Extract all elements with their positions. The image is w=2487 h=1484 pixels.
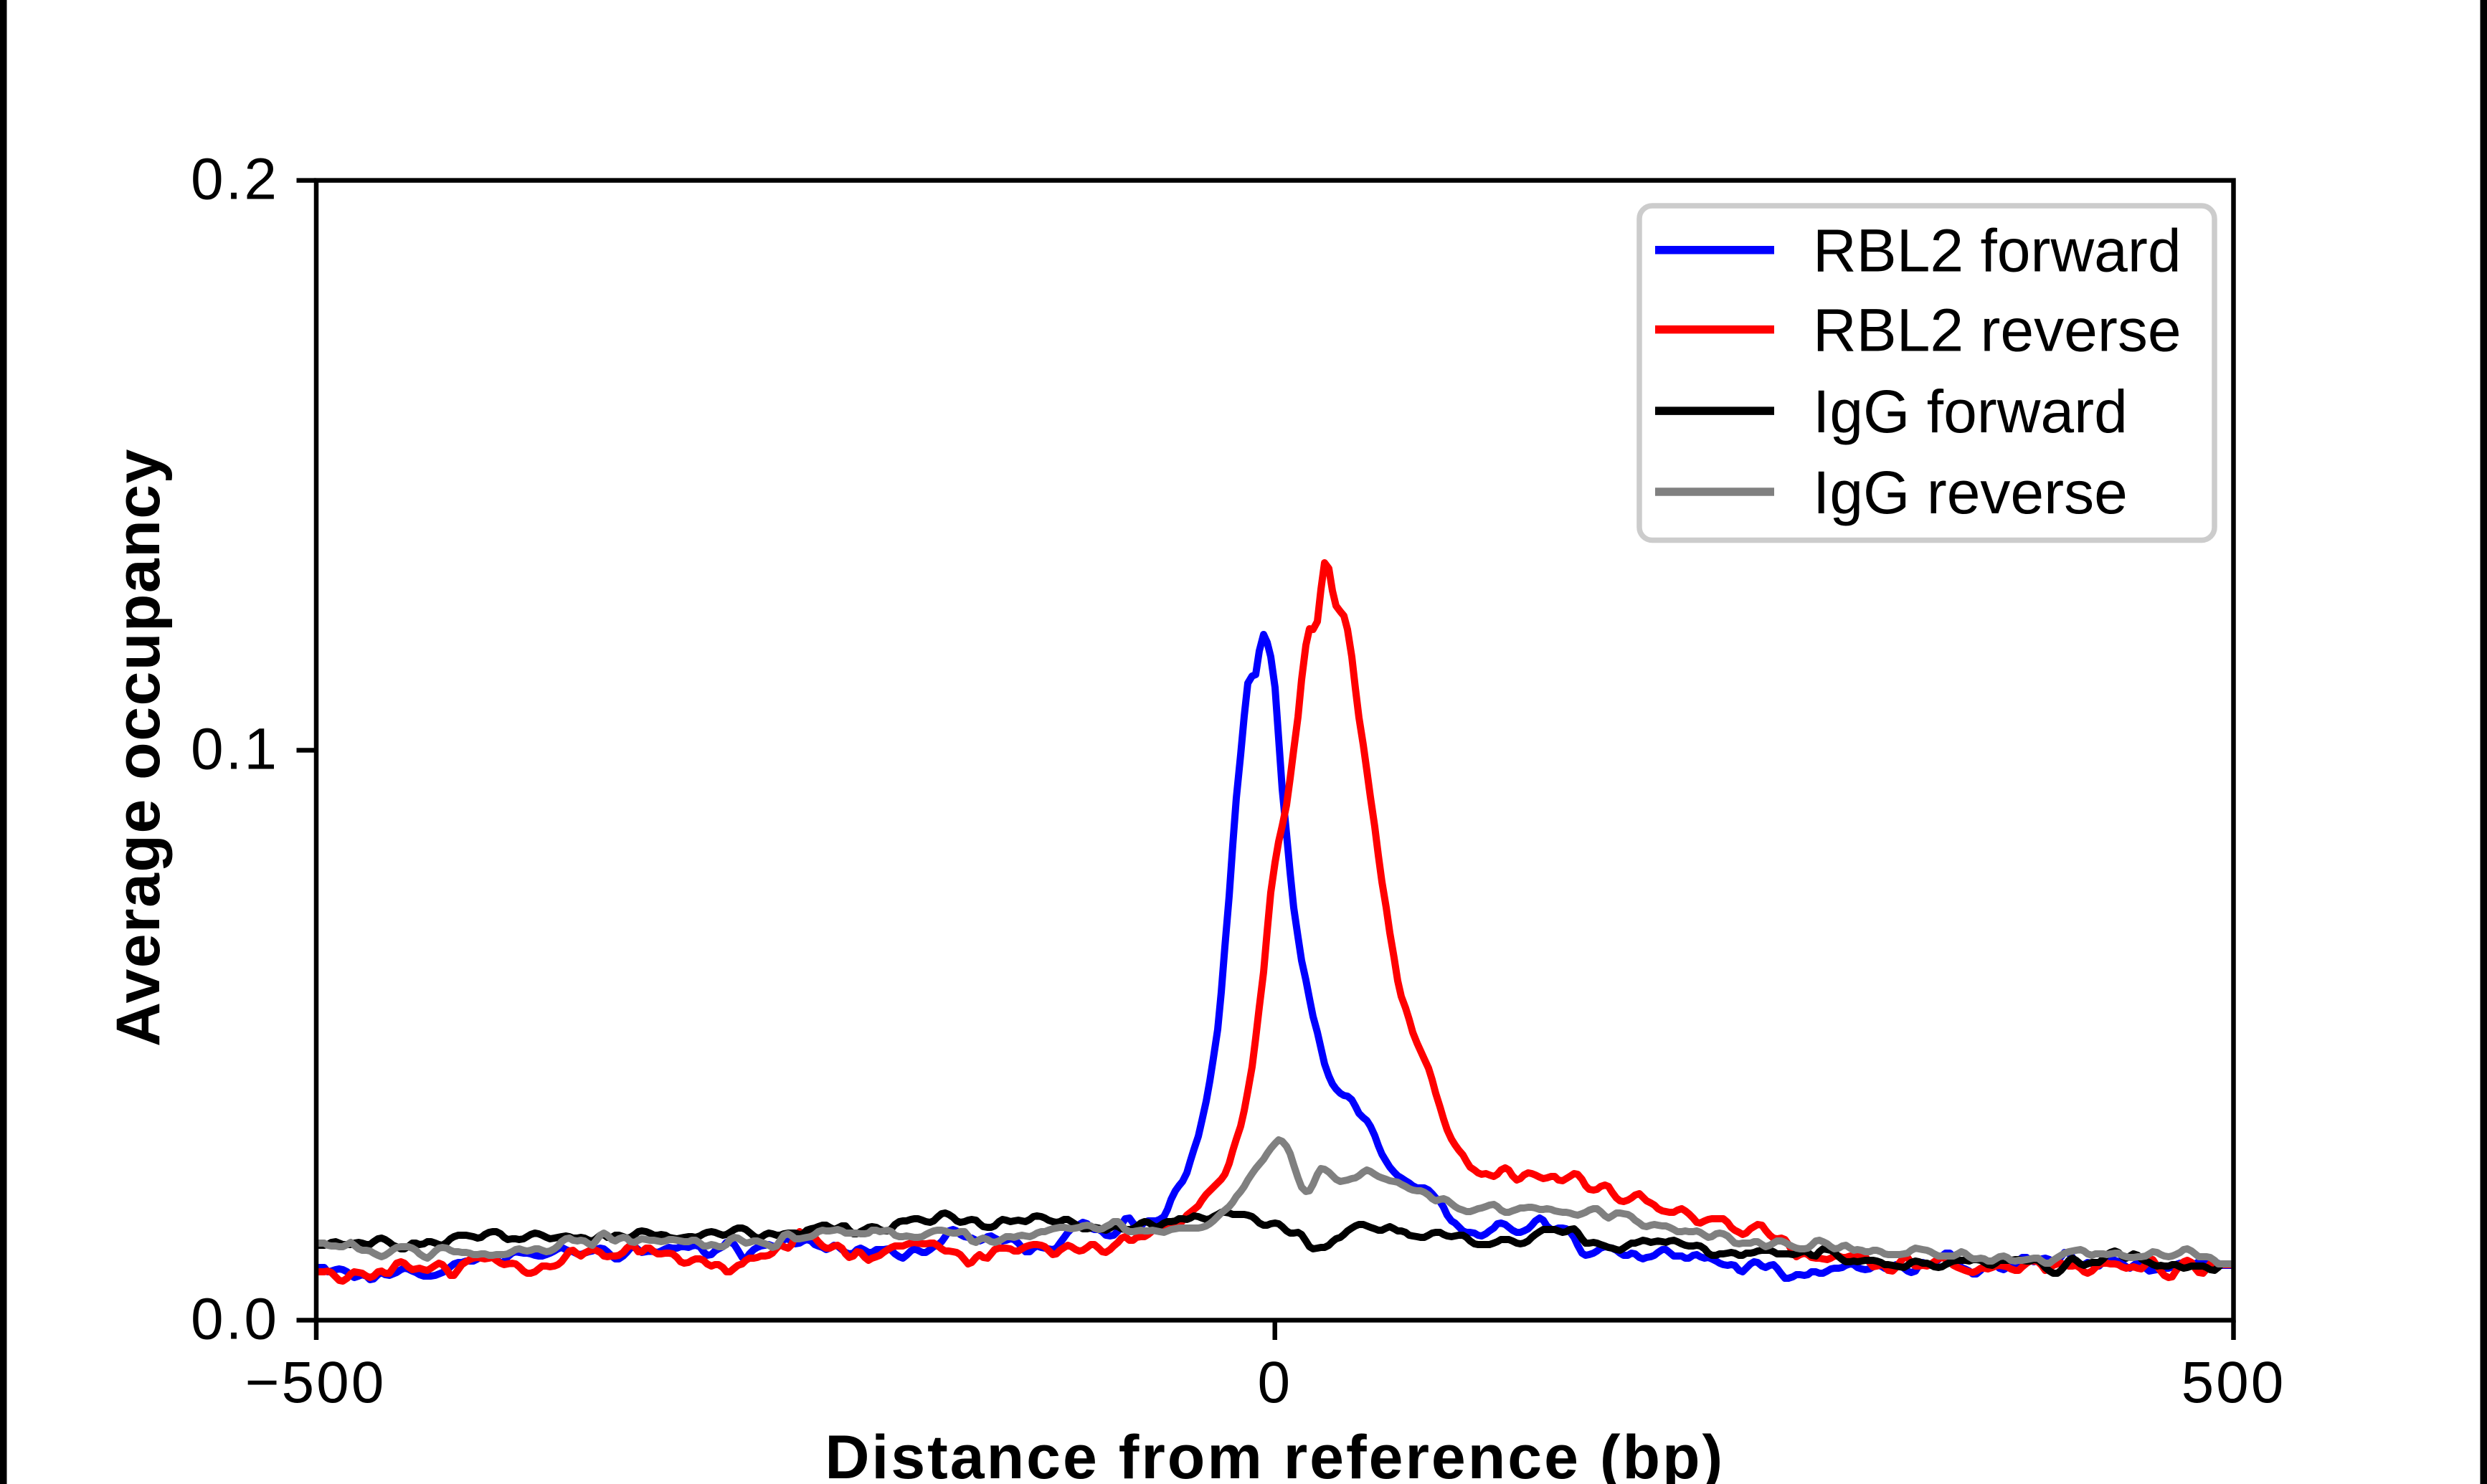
svg-text:Average occupancy: Average occupancy — [104, 448, 173, 1047]
svg-text:RBL2 forward: RBL2 forward — [1813, 217, 2182, 285]
svg-text:IgG reverse: IgG reverse — [1813, 459, 2128, 526]
svg-text:IgG forward: IgG forward — [1813, 378, 2128, 445]
svg-text:−500: −500 — [245, 1350, 387, 1415]
svg-text:Distance from reference (bp): Distance from reference (bp) — [825, 1423, 1725, 1484]
svg-text:0: 0 — [1257, 1350, 1292, 1415]
svg-text:RBL2 reverse: RBL2 reverse — [1813, 297, 2182, 364]
svg-text:0.2: 0.2 — [191, 147, 279, 212]
svg-text:0.1: 0.1 — [191, 717, 279, 782]
svg-text:500: 500 — [2182, 1350, 2286, 1415]
svg-text:0.0: 0.0 — [191, 1287, 279, 1352]
